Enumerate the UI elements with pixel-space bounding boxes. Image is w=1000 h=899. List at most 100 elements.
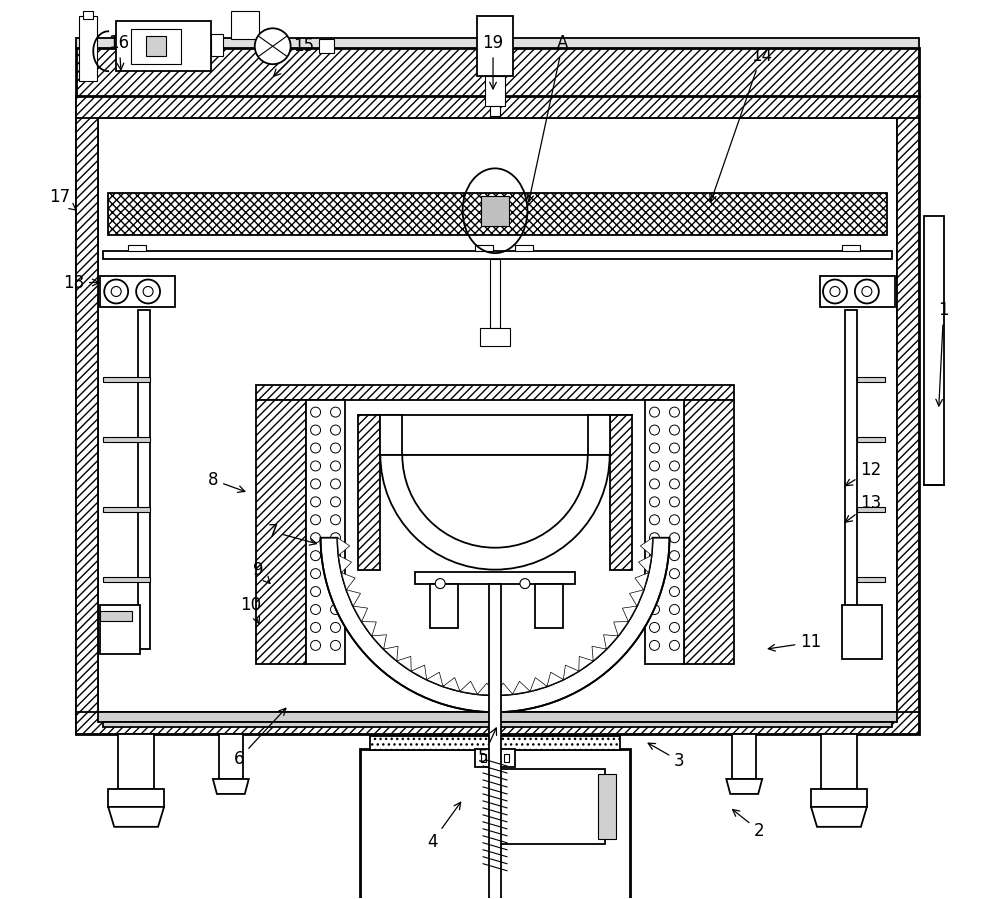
- Bar: [480, 328, 510, 346]
- Text: 9: 9: [253, 561, 270, 583]
- Text: 15: 15: [274, 37, 314, 76]
- Polygon shape: [384, 646, 398, 661]
- Bar: [924, 216, 944, 485]
- Bar: [103, 378, 150, 382]
- Bar: [76, 39, 919, 49]
- Polygon shape: [513, 681, 530, 694]
- Bar: [477, 16, 513, 76]
- Circle shape: [311, 407, 321, 417]
- Bar: [821, 734, 857, 789]
- Circle shape: [862, 287, 872, 297]
- Text: 2: 2: [733, 809, 765, 840]
- Polygon shape: [635, 573, 649, 590]
- Circle shape: [669, 604, 679, 615]
- Circle shape: [650, 461, 660, 471]
- Circle shape: [650, 586, 660, 597]
- Circle shape: [435, 579, 445, 589]
- Circle shape: [331, 551, 340, 561]
- Text: 13: 13: [845, 494, 881, 522]
- Text: 5: 5: [478, 728, 497, 766]
- Bar: [485, 76, 505, 106]
- Bar: [588, 415, 610, 455]
- Circle shape: [650, 569, 660, 579]
- Bar: [103, 251, 892, 259]
- Text: 18: 18: [63, 273, 99, 291]
- Polygon shape: [411, 665, 427, 680]
- Bar: [358, 415, 380, 570]
- Polygon shape: [639, 556, 652, 573]
- Circle shape: [311, 533, 321, 543]
- Polygon shape: [547, 672, 563, 687]
- Circle shape: [331, 533, 340, 543]
- Wedge shape: [321, 538, 669, 712]
- Circle shape: [143, 287, 153, 297]
- Bar: [857, 437, 885, 442]
- Circle shape: [111, 287, 121, 297]
- Bar: [103, 722, 892, 727]
- Bar: [535, 583, 563, 628]
- Bar: [475, 245, 493, 251]
- Bar: [231, 12, 259, 40]
- Circle shape: [669, 640, 679, 650]
- Polygon shape: [629, 590, 644, 606]
- Bar: [684, 400, 734, 664]
- Text: 16: 16: [109, 34, 130, 70]
- Bar: [490, 769, 605, 844]
- Bar: [857, 507, 885, 512]
- Circle shape: [669, 622, 679, 632]
- Text: 3: 3: [648, 743, 685, 770]
- Circle shape: [669, 551, 679, 561]
- Circle shape: [650, 533, 660, 543]
- Circle shape: [311, 461, 321, 471]
- Text: 1: 1: [936, 301, 949, 406]
- Bar: [732, 734, 756, 779]
- Circle shape: [311, 622, 321, 632]
- Circle shape: [331, 586, 340, 597]
- Polygon shape: [495, 683, 513, 695]
- Bar: [489, 583, 501, 899]
- Circle shape: [331, 461, 340, 471]
- Circle shape: [650, 551, 660, 561]
- Bar: [103, 507, 150, 512]
- Bar: [100, 275, 175, 307]
- Circle shape: [311, 604, 321, 615]
- Bar: [256, 385, 734, 400]
- Polygon shape: [640, 538, 653, 556]
- Text: 17: 17: [49, 188, 76, 210]
- Text: 19: 19: [482, 34, 504, 89]
- Polygon shape: [592, 646, 606, 661]
- Text: 7: 7: [267, 522, 317, 545]
- Polygon shape: [477, 683, 495, 695]
- Polygon shape: [338, 538, 350, 556]
- Circle shape: [331, 425, 340, 435]
- Bar: [76, 712, 919, 734]
- Circle shape: [311, 551, 321, 561]
- Polygon shape: [811, 807, 867, 827]
- Bar: [490, 259, 500, 328]
- Bar: [380, 415, 402, 455]
- Bar: [103, 437, 150, 442]
- Circle shape: [136, 280, 160, 304]
- Text: 14: 14: [710, 48, 772, 201]
- Circle shape: [331, 640, 340, 650]
- Polygon shape: [443, 678, 460, 691]
- Bar: [83, 12, 93, 20]
- Bar: [306, 400, 345, 664]
- Text: 12: 12: [845, 461, 881, 485]
- Circle shape: [650, 479, 660, 489]
- Bar: [116, 22, 211, 71]
- Bar: [76, 96, 98, 734]
- Bar: [645, 400, 684, 664]
- Polygon shape: [346, 590, 361, 606]
- Circle shape: [669, 533, 679, 543]
- Text: 6: 6: [234, 708, 286, 768]
- Bar: [100, 611, 132, 621]
- Circle shape: [311, 515, 321, 525]
- Bar: [76, 96, 919, 734]
- Bar: [481, 196, 509, 226]
- Bar: [108, 192, 887, 235]
- Polygon shape: [341, 573, 355, 590]
- Circle shape: [331, 479, 340, 489]
- Circle shape: [650, 604, 660, 615]
- Circle shape: [331, 569, 340, 579]
